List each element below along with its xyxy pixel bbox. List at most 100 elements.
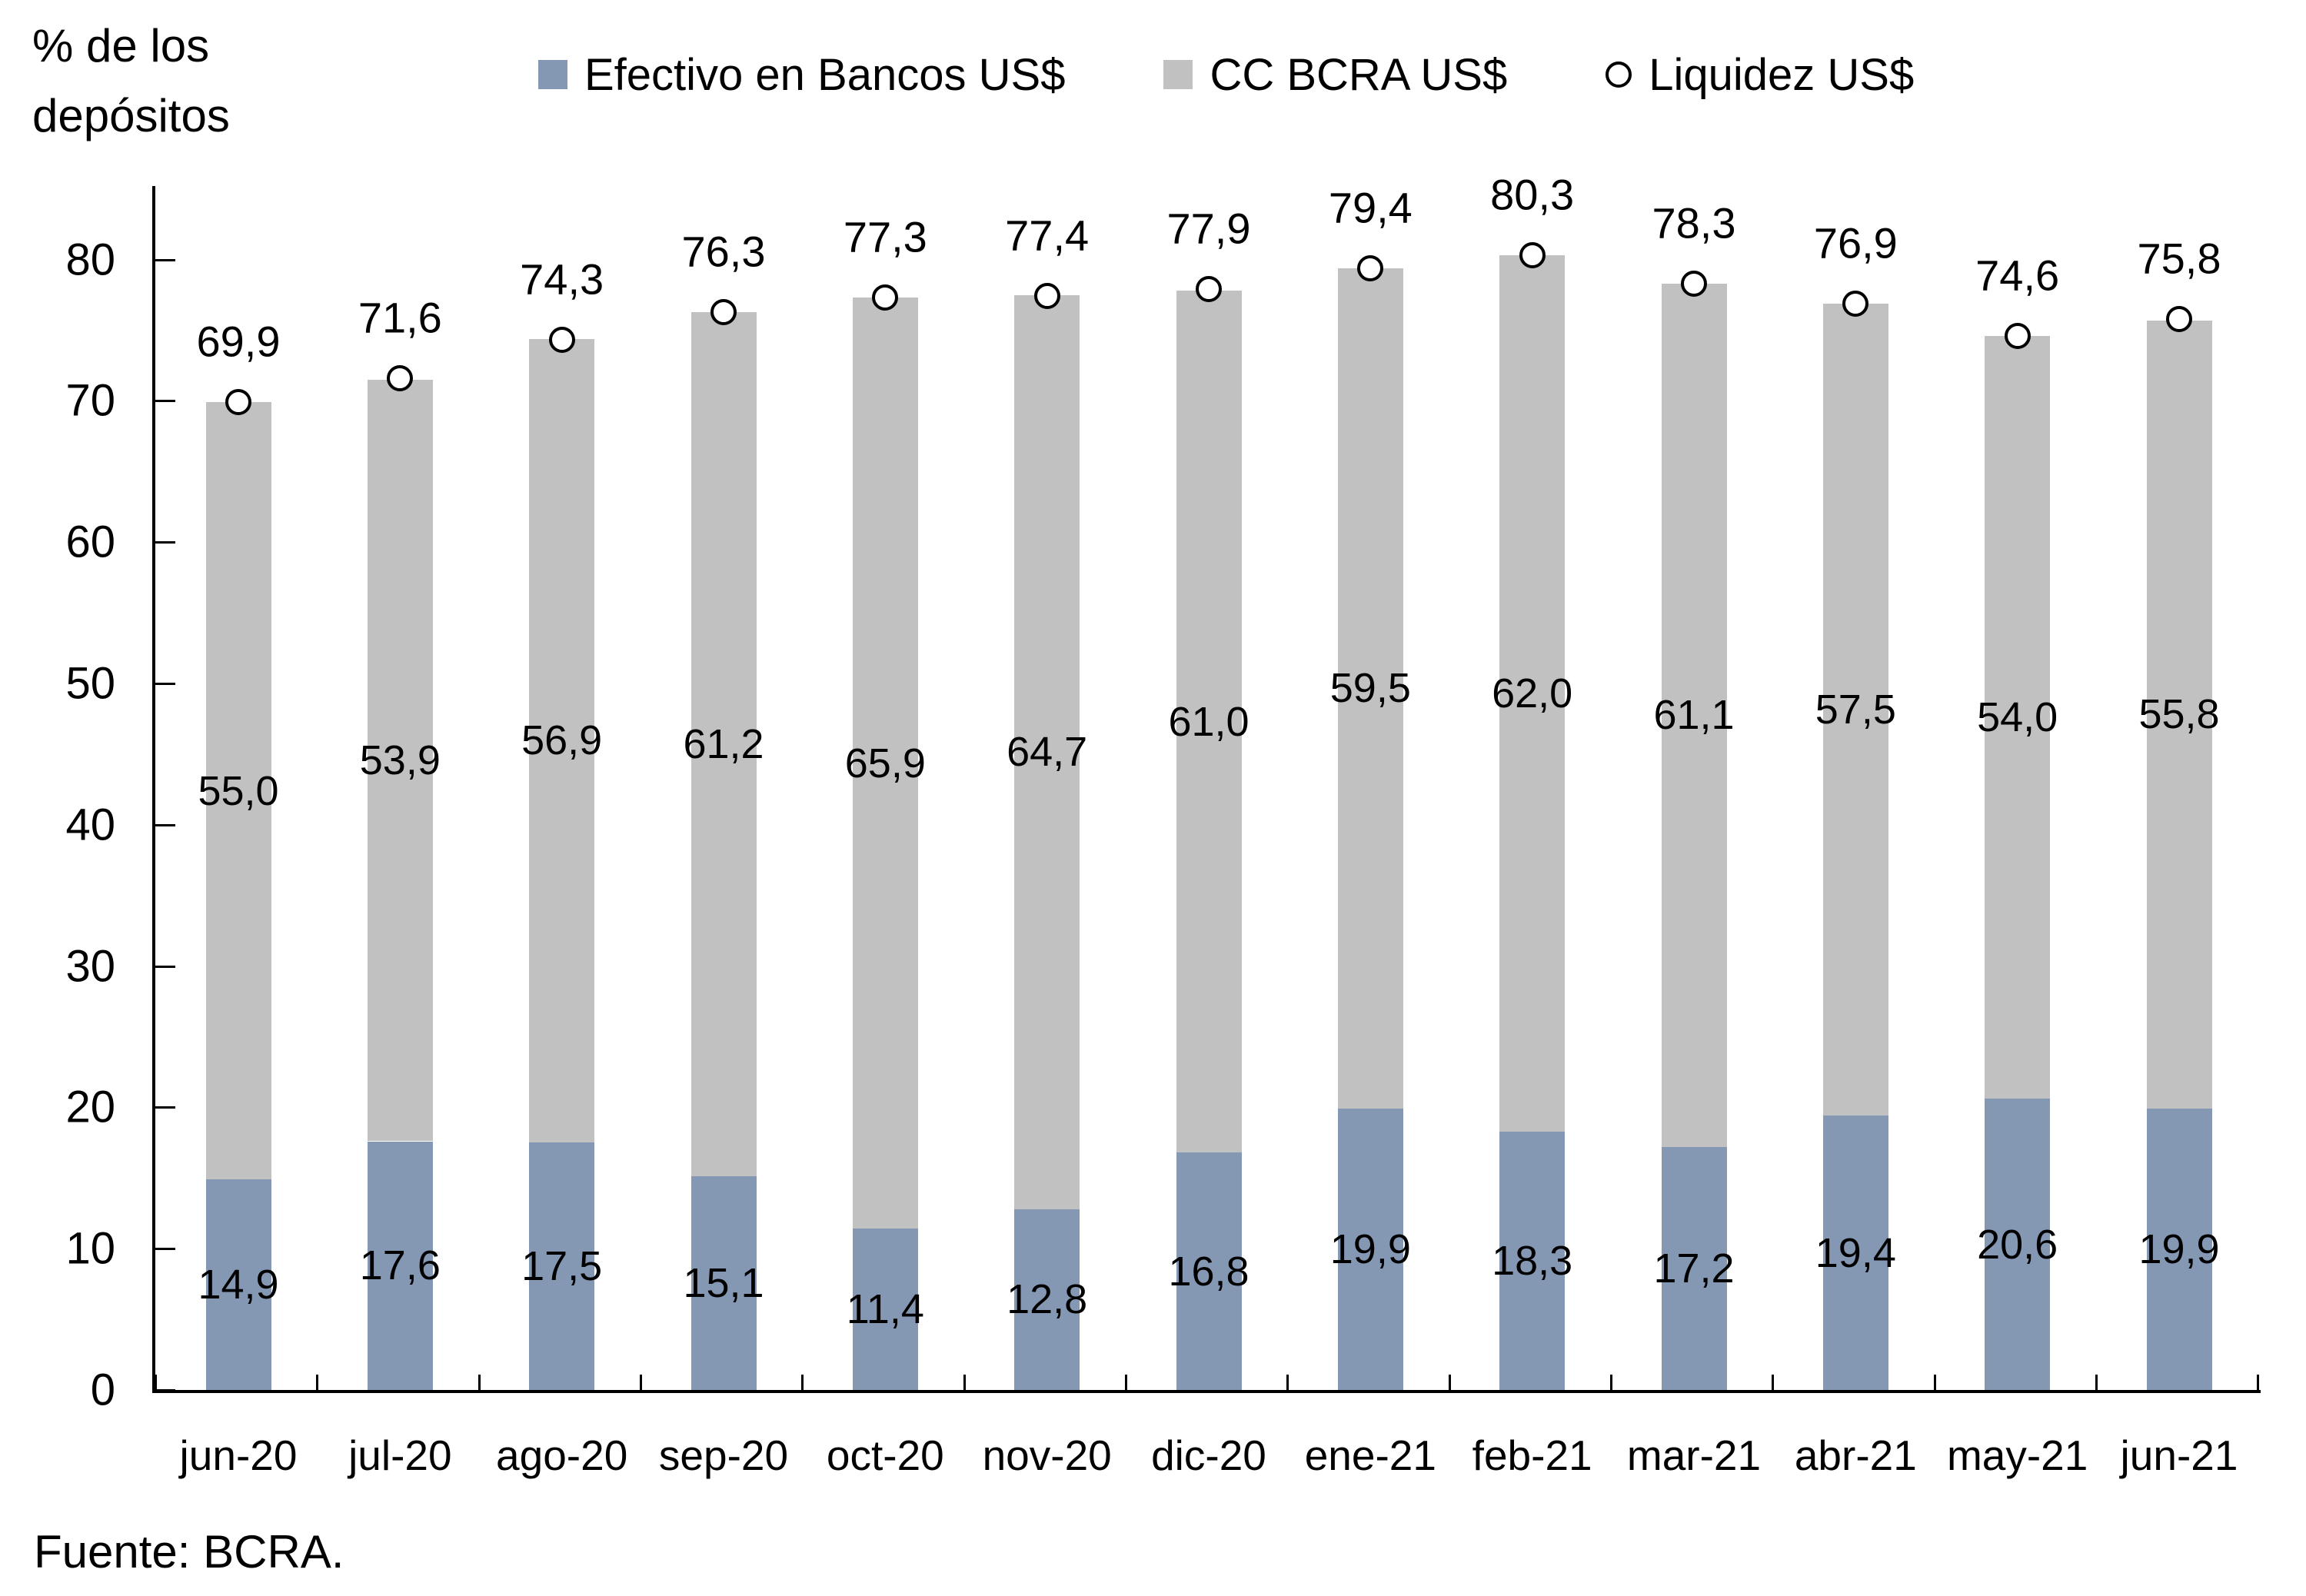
bar-segment-efectivo xyxy=(1822,1116,1888,1390)
efectivo-value-label: 17,2 xyxy=(1653,1245,1735,1292)
liquidez-marker xyxy=(872,284,899,311)
x-tick-mark xyxy=(2257,1375,2260,1390)
liquidez-value-label: 77,4 xyxy=(1005,211,1090,260)
liquidez-marker xyxy=(710,298,737,325)
x-tick-mark xyxy=(963,1375,966,1390)
efectivo-value-label: 17,5 xyxy=(521,1243,603,1290)
liquidez-value-label: 77,9 xyxy=(1166,204,1251,253)
efectivo-value-label: 19,9 xyxy=(2138,1226,2220,1273)
bar-segment-cc-bcra xyxy=(2146,320,2212,1109)
liquidez-value-label: 69,9 xyxy=(196,317,281,366)
liquidez-value-label: 74,6 xyxy=(1975,251,2060,300)
bar-segment-cc-bcra xyxy=(1661,283,1727,1147)
cc-bcra-value-label: 59,5 xyxy=(1329,665,1411,712)
cc-bcra-value-label: 54,0 xyxy=(1977,694,2058,741)
x-category-label: oct-20 xyxy=(826,1431,944,1479)
y-tick-label: 0 xyxy=(90,1365,115,1415)
x-category-label: sep-20 xyxy=(658,1431,789,1479)
liquidez-marker xyxy=(548,327,575,354)
efectivo-value-label: 16,8 xyxy=(1168,1248,1249,1295)
liquidez-marker xyxy=(387,364,414,391)
x-tick-mark xyxy=(1933,1375,1936,1390)
x-tick-mark xyxy=(1610,1375,1612,1390)
y-axis-line xyxy=(152,186,155,1390)
x-category-label: ene-21 xyxy=(1304,1431,1436,1479)
liquidez-value-label: 76,3 xyxy=(681,227,766,276)
cc-bcra-swatch-icon xyxy=(1163,60,1193,89)
bar-segment-efectivo xyxy=(852,1229,918,1390)
bar-segment-efectivo xyxy=(2146,1109,2212,1390)
bar-segment-cc-bcra xyxy=(690,311,757,1177)
bar-segment-cc-bcra xyxy=(852,298,918,1229)
x-category-label: dic-20 xyxy=(1151,1431,1266,1479)
efectivo-value-label: 14,9 xyxy=(198,1262,279,1308)
x-category-label: nov-20 xyxy=(982,1431,1112,1479)
liquidez-marker xyxy=(1357,254,1384,281)
bar-segment-cc-bcra xyxy=(1499,255,1566,1132)
liquidez-marker xyxy=(2166,305,2192,332)
bar-segment-efectivo xyxy=(1661,1146,1727,1390)
cc-bcra-value-label: 61,1 xyxy=(1653,692,1735,739)
bar-segment-cc-bcra xyxy=(205,402,271,1180)
bar-segment-efectivo xyxy=(690,1176,757,1390)
x-category-label: jun-20 xyxy=(179,1431,298,1479)
efectivo-value-label: 20,6 xyxy=(1977,1221,2058,1268)
liquidez-value-label: 78,3 xyxy=(1652,198,1736,248)
liquidez-value-label: 80,3 xyxy=(1490,170,1575,219)
y-tick-label: 70 xyxy=(65,375,115,426)
legend-item-cc-bcra: CC BCRA US$ xyxy=(1163,49,1507,101)
bar-segment-efectivo xyxy=(1176,1152,1242,1390)
x-tick-mark xyxy=(478,1375,481,1390)
bar-segment-efectivo xyxy=(1014,1209,1080,1390)
liquidez-marker xyxy=(1681,270,1707,297)
y-tick-label: 80 xyxy=(65,234,115,285)
y-tick-mark xyxy=(155,1248,175,1251)
y-tick-mark xyxy=(155,258,175,261)
efectivo-value-label: 19,4 xyxy=(1815,1229,1896,1276)
y-tick-mark xyxy=(155,1389,175,1392)
cc-bcra-value-label: 55,0 xyxy=(198,767,279,814)
liquidez-marker xyxy=(1196,276,1222,303)
legend-item-efectivo: Efectivo en Bancos US$ xyxy=(538,49,1065,101)
y-tick-mark xyxy=(155,1106,175,1109)
cc-bcra-value-label: 55,8 xyxy=(2138,691,2220,738)
legend-item-liquidez: Liquidez US$ xyxy=(1606,49,1914,101)
bar-segment-cc-bcra xyxy=(1176,291,1242,1153)
x-category-label: jun-21 xyxy=(2120,1431,2238,1479)
cc-bcra-value-label: 65,9 xyxy=(844,740,926,786)
y-tick-label: 50 xyxy=(65,658,115,709)
x-axis-line xyxy=(152,1390,2261,1393)
y-tick-label: 30 xyxy=(65,941,115,992)
y-tick-label: 10 xyxy=(65,1223,115,1274)
x-tick-mark xyxy=(1286,1375,1289,1390)
x-tick-mark xyxy=(155,1375,157,1390)
bar-segment-cc-bcra xyxy=(1337,268,1403,1109)
bar-segment-efectivo xyxy=(1499,1131,1566,1390)
efectivo-value-label: 12,8 xyxy=(1007,1276,1088,1323)
y-tick-label: 20 xyxy=(65,1082,115,1132)
liquidez-value-label: 75,8 xyxy=(2137,234,2221,283)
x-tick-mark xyxy=(1448,1375,1451,1390)
liquidez-marker xyxy=(2004,322,2031,349)
liquidez-value-label: 71,6 xyxy=(358,293,442,342)
cc-bcra-value-label: 61,2 xyxy=(683,721,764,768)
liquidez-value-label: 77,3 xyxy=(843,212,927,261)
cc-bcra-value-label: 62,0 xyxy=(1492,670,1573,717)
bar-segment-cc-bcra xyxy=(1822,303,1888,1116)
efectivo-value-label: 15,1 xyxy=(683,1260,764,1307)
cc-bcra-value-label: 53,9 xyxy=(359,737,441,784)
cc-bcra-value-label: 61,0 xyxy=(1168,698,1249,745)
y-tick-mark xyxy=(155,400,175,403)
liquidez-marker xyxy=(1519,242,1546,269)
efectivo-value-label: 17,6 xyxy=(359,1242,441,1289)
x-category-label: feb-21 xyxy=(1472,1431,1592,1479)
legend-label-cc-bcra: CC BCRA US$ xyxy=(1210,49,1508,100)
legend: Efectivo en Bancos US$ CC BCRA US$ Liqui… xyxy=(538,40,1914,109)
y-axis-title: % de los depósitos xyxy=(32,20,230,142)
liquidez-marker xyxy=(225,389,251,416)
y-tick-mark xyxy=(155,541,175,544)
bar-segment-cc-bcra xyxy=(1014,294,1080,1209)
x-tick-mark xyxy=(316,1375,319,1390)
bar-segment-cc-bcra xyxy=(529,338,595,1143)
